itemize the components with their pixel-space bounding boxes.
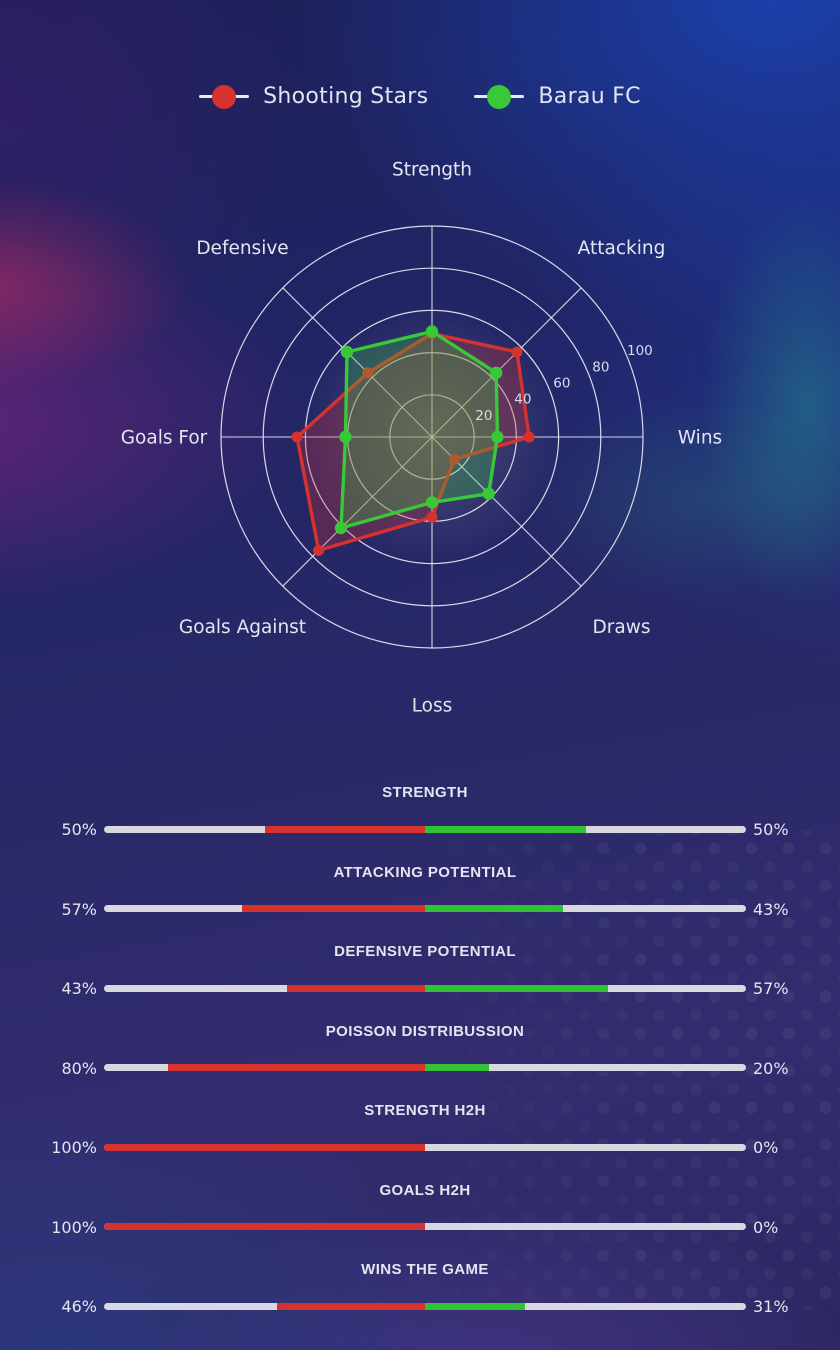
axis-label: Loss [412,695,453,716]
stat-bar-track [104,1223,746,1230]
radial-tick-label: 80 [592,359,609,375]
axis-label: Goals Against [179,617,306,638]
stat-bar-track [104,825,746,833]
away-team-marker-icon [474,84,525,109]
away-data-point [482,487,495,500]
away-bar-fill [425,905,563,912]
radial-tick-label: 20 [475,408,492,424]
stat-comparison-section: STRENGTH 50% 50% ATTACKING POTENTIAL 57% 43% D… [0,778,840,1350]
green-dot-icon [487,84,512,109]
away-team-name: Barau FC [538,84,641,109]
stat-title: WINS THE GAME [361,1261,489,1278]
away-data-point [340,345,354,359]
legend-item-away: Barau FC [474,84,641,109]
home-bar-fill [287,984,425,992]
stat-row: DEFENSIVE POTENTIAL 43% 57% [0,937,840,1009]
home-bar-fill [277,1302,425,1310]
stat-bar-track [104,984,746,992]
home-data-point [362,367,374,379]
home-percent-label: 50% [61,820,97,839]
home-percent-label: 57% [61,899,97,919]
home-percent-label: 80% [61,1058,97,1078]
axis-spoke [431,287,582,438]
stat-title: STRENGTH H2H [364,1102,486,1119]
stat-row: GOALS H2H 100% 0% [0,1176,840,1248]
stat-bar-track [104,1143,746,1151]
stat-row: WINS THE GAME 46% 31% [0,1255,840,1327]
home-bar-fill [264,825,425,833]
home-percent-label: 100% [51,1217,97,1237]
stat-title: DEFENSIVE POTENTIAL [334,943,516,960]
home-data-point [313,544,325,556]
home-data-point [523,431,535,443]
stat-title: ATTACKING POTENTIAL [333,863,517,881]
axis-label: Draws [593,617,651,638]
away-bar-fill [425,1064,490,1071]
home-percent-label: 46% [61,1297,97,1316]
away-bar-fill [425,984,608,992]
home-bar-fill [104,1143,425,1151]
stat-title: POISSON DISTRIBUSSION [325,1022,525,1040]
radar-chart: 20 40 60 80 100 Strength Attacking Wins Draws Los… [121,159,722,716]
home-team-name: Shooting Stars [263,84,429,109]
radial-tick-label: 60 [553,376,570,392]
stat-bar-track [104,1064,746,1071]
stat-title: STRENGTH [382,784,468,801]
home-data-point [511,346,523,358]
away-bar-fill [425,825,586,833]
away-data-point [490,366,503,379]
away-percent-label: 0% [753,1138,779,1157]
away-data-point [491,430,504,444]
away-data-point [425,496,439,509]
axis-label: Defensive [196,238,288,259]
stat-row: STRENGTH H2H 100% 0% [0,1096,840,1168]
axis-label: Strength [392,159,472,180]
axis-spoke [282,436,433,587]
away-percent-label: 31% [753,1297,789,1316]
home-bar-fill [242,905,425,912]
away-percent-label: 20% [753,1058,789,1078]
away-percent-label: 43% [753,899,789,919]
stat-row: POISSON DISTRIBUSSION 80% 20% [0,1017,840,1089]
away-data-point [425,325,439,338]
stat-row: STRENGTH 50% 50% [0,778,840,850]
home-percent-label: 43% [61,979,97,998]
away-bar-fill [425,1302,525,1310]
chart-legend: Shooting Stars Barau FC [0,84,840,109]
radial-tick-label: 40 [514,392,531,408]
axis-label: Goals For [121,427,208,448]
axis-label: Attacking [578,238,666,259]
home-data-point [291,431,303,443]
away-percent-label: 0% [753,1217,779,1237]
home-data-point [448,453,460,465]
away-percent-label: 57% [753,979,789,998]
away-data-point [339,430,352,444]
home-team-marker-icon [199,84,250,109]
radial-tick-label: 100 [627,343,653,359]
away-data-point [334,521,348,535]
stat-row: ATTACKING POTENTIAL 57% 43% [0,858,840,930]
home-percent-label: 100% [51,1138,97,1157]
home-bar-fill [168,1064,425,1071]
radar-chart-svg: 20 40 60 80 100 Strength Attacking Wins Draws Los… [121,159,722,716]
home-data-point [426,511,438,523]
legend-item-home: Shooting Stars [199,84,428,109]
axis-spoke [282,287,433,438]
stat-bar-track [104,1302,746,1310]
stat-title: GOALS H2H [379,1181,471,1199]
red-dot-icon [212,84,237,109]
axis-label: Wins [678,427,722,448]
away-series-polygon [339,329,500,530]
away-percent-label: 50% [753,820,789,839]
home-bar-fill [104,1223,425,1230]
stat-bar-track [104,905,746,912]
